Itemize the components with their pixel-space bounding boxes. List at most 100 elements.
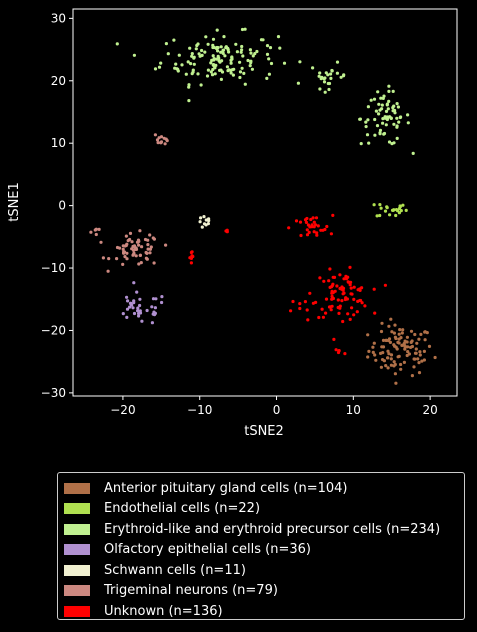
- scatter-point: [327, 279, 331, 283]
- scatter-point: [392, 331, 396, 335]
- scatter-point: [160, 295, 164, 299]
- scatter-point: [238, 70, 243, 74]
- scatter-point: [350, 306, 354, 310]
- scatter-point: [240, 66, 244, 70]
- scatter-point: [356, 299, 360, 303]
- scatter-point: [196, 72, 200, 76]
- y-tick-label: −10: [41, 261, 66, 275]
- scatter-point: [132, 281, 136, 285]
- scatter-point: [367, 141, 371, 145]
- legend-swatch: [64, 544, 90, 556]
- scatter-point: [315, 233, 319, 237]
- scatter-point: [159, 135, 164, 139]
- scatter-point: [401, 203, 405, 207]
- scatter-point: [132, 53, 136, 57]
- scatter-point: [389, 357, 393, 361]
- scatter-point: [348, 283, 352, 287]
- scatter-point: [218, 68, 222, 72]
- y-axis-label: tSNE1: [7, 182, 22, 222]
- scatter-point: [366, 333, 370, 337]
- scatter-point: [412, 357, 416, 361]
- scatter-point: [216, 49, 220, 53]
- scatter-point: [381, 121, 385, 125]
- scatter-point: [250, 67, 254, 71]
- scatter-point: [392, 208, 396, 212]
- scatter-point: [298, 220, 303, 224]
- scatter-point: [206, 42, 210, 46]
- scatter-point: [125, 315, 129, 319]
- scatter-point: [387, 324, 391, 328]
- scatter-point: [148, 251, 152, 255]
- scatter-point: [101, 256, 105, 260]
- scatter-point: [189, 261, 193, 265]
- scatter-point: [89, 230, 93, 234]
- series-5-points: [89, 133, 169, 273]
- scatter-point: [355, 310, 359, 314]
- scatter-point: [312, 230, 316, 234]
- scatter-point: [383, 209, 388, 213]
- scatter-point: [130, 240, 134, 244]
- scatter-point: [305, 233, 310, 237]
- scatter-point: [199, 216, 203, 220]
- scatter-point: [190, 72, 194, 76]
- scatter-point: [318, 87, 322, 91]
- scatter-point: [381, 351, 385, 355]
- scatter-point: [369, 98, 373, 102]
- scatter-point: [404, 208, 408, 212]
- scatter-point: [389, 317, 393, 321]
- scatter-point: [137, 314, 141, 318]
- scatter-point: [265, 76, 269, 80]
- scatter-point: [202, 215, 206, 219]
- scatter-point: [373, 133, 377, 137]
- scatter-point: [344, 296, 348, 300]
- scatter-point: [386, 356, 390, 360]
- scatter-point: [239, 50, 243, 54]
- scatter-point: [414, 351, 418, 355]
- scatter-point: [397, 341, 401, 345]
- scatter-point: [198, 54, 202, 58]
- scatter-point: [433, 355, 437, 360]
- scatter-point: [387, 84, 391, 88]
- scatter-point: [414, 347, 418, 351]
- scatter-point: [389, 353, 394, 357]
- scatter-point: [366, 105, 370, 109]
- legend-label: Schwann cells (n=11): [104, 562, 246, 578]
- x-axis-label: tSNE2: [244, 424, 284, 439]
- y-tick-label: −30: [41, 386, 66, 400]
- legend-swatch: [64, 585, 90, 597]
- scatter-point: [211, 37, 216, 41]
- scatter-point: [174, 62, 178, 66]
- legend-swatch: [64, 482, 90, 494]
- scatter-point: [131, 253, 135, 257]
- scatter-point: [215, 28, 219, 32]
- legend-item: Endothelial cells (n=22): [64, 499, 464, 520]
- legend-swatch: [64, 523, 90, 535]
- scatter-point: [340, 299, 344, 303]
- x-tick-label: 20: [422, 403, 437, 417]
- scatter-point: [298, 60, 302, 64]
- scatter-point: [417, 361, 421, 365]
- scatter-point: [373, 311, 377, 315]
- scatter-point: [243, 82, 247, 86]
- scatter-point: [331, 282, 335, 286]
- scatter-point: [416, 357, 420, 361]
- scatter-point: [311, 216, 315, 220]
- scatter-point: [400, 343, 404, 347]
- scatter-point: [152, 310, 156, 314]
- scatter-point: [320, 307, 324, 311]
- scatter-point: [204, 35, 208, 39]
- scatter-point: [194, 47, 198, 51]
- scatter-point: [375, 214, 379, 218]
- scatter-point: [390, 330, 394, 334]
- scatter-point: [213, 72, 217, 76]
- scatter-point: [267, 72, 271, 76]
- scatter-point: [309, 217, 313, 222]
- scatter-point: [151, 297, 156, 301]
- scatter-point: [148, 233, 152, 237]
- scatter-point: [242, 71, 246, 75]
- scatter-point: [140, 319, 144, 323]
- scatter-point: [152, 261, 156, 265]
- scatter-point: [135, 240, 140, 244]
- scatter-point: [210, 58, 214, 63]
- scatter-point: [175, 67, 179, 71]
